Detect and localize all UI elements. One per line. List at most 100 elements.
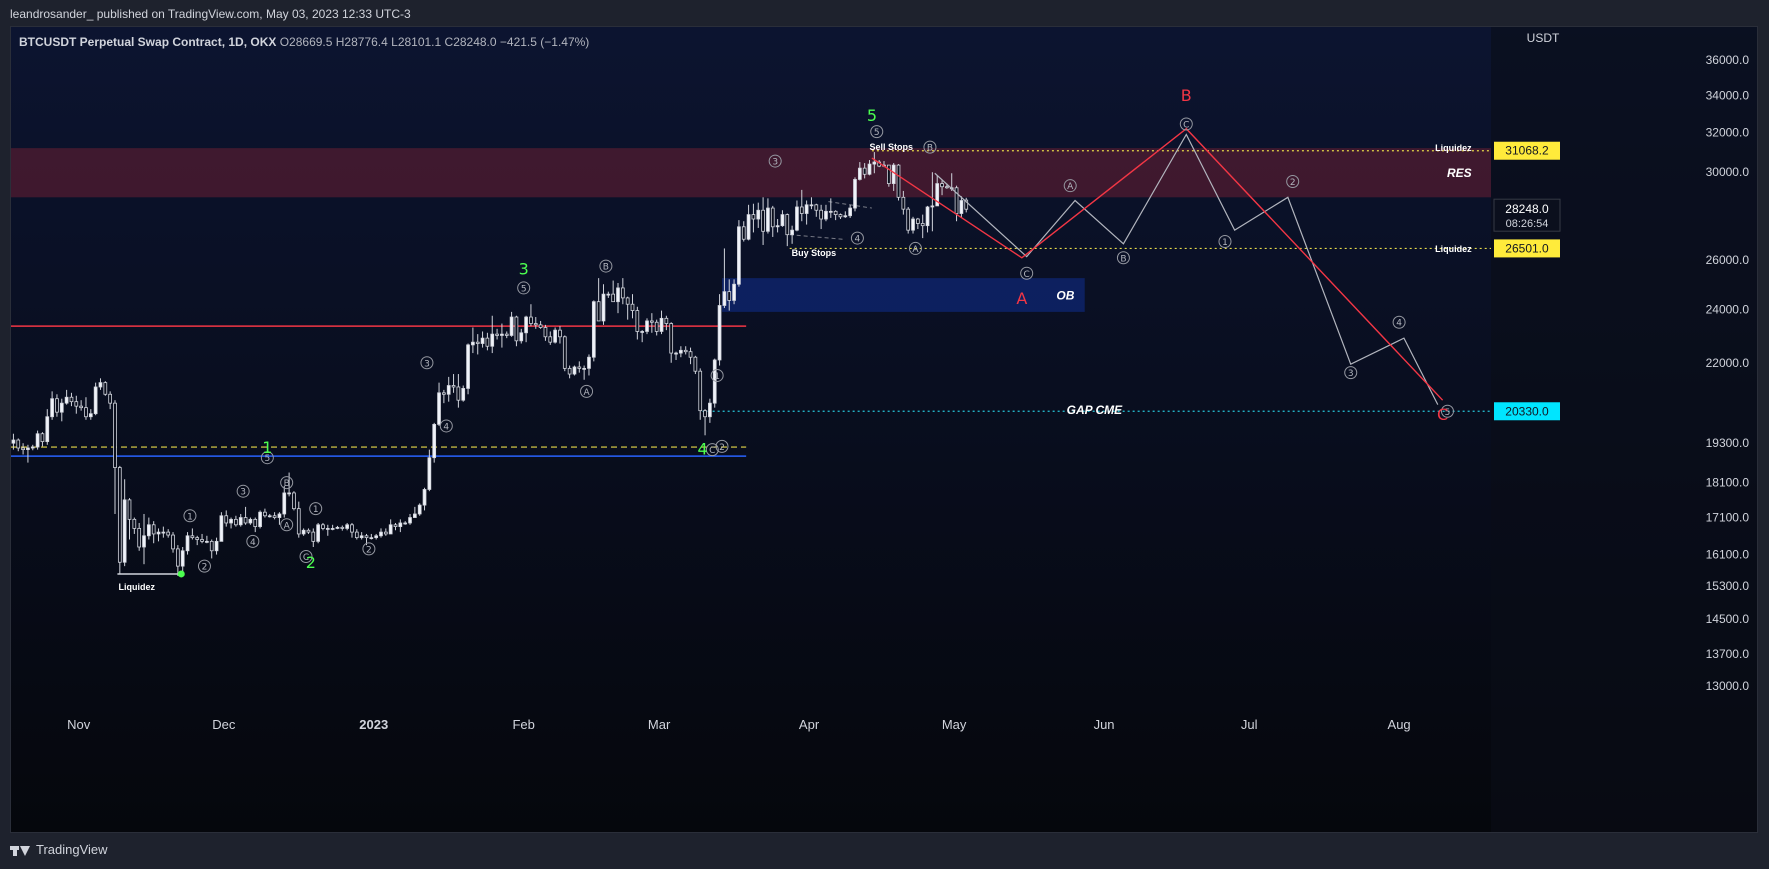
candle-body bbox=[301, 529, 306, 535]
candle-body bbox=[388, 524, 393, 535]
time-tick-label: Apr bbox=[799, 717, 820, 732]
annotation-label: Sell Stops bbox=[870, 142, 914, 152]
candle-body bbox=[480, 337, 485, 344]
annotation-label: Buy Stops bbox=[792, 248, 837, 258]
wave-circle bbox=[362, 542, 376, 556]
candle-body bbox=[819, 209, 823, 220]
price-tick-label: 18100.0 bbox=[1706, 476, 1750, 490]
candle-body bbox=[451, 385, 456, 388]
wave-circle bbox=[715, 439, 729, 453]
candle-body bbox=[219, 515, 224, 542]
last-price-box bbox=[1493, 198, 1561, 232]
candle-body bbox=[514, 316, 519, 342]
candle-body bbox=[74, 401, 79, 407]
wave-circle bbox=[280, 476, 294, 490]
elliott-wave-label: 2 bbox=[306, 553, 316, 572]
candle-body bbox=[35, 433, 40, 448]
candle-body bbox=[538, 324, 543, 328]
candle-body bbox=[833, 210, 838, 216]
bar-countdown-label: 08:26:54 bbox=[1506, 218, 1549, 230]
candle-body bbox=[151, 524, 156, 535]
candle-body bbox=[335, 526, 340, 529]
candle-body bbox=[238, 517, 243, 526]
wave-circle-label: A bbox=[912, 245, 919, 255]
candle-body bbox=[330, 528, 335, 530]
wave-circle bbox=[420, 356, 434, 370]
candle-body bbox=[577, 366, 582, 369]
candle-body bbox=[558, 329, 562, 338]
price-tick-label: 19300.0 bbox=[1706, 436, 1750, 450]
last-price-label: 28248.0 bbox=[1505, 202, 1549, 216]
liquidity-green-dot bbox=[177, 570, 185, 578]
candle-body bbox=[137, 528, 142, 548]
elliott-wave-label: 5 bbox=[867, 106, 877, 125]
candle-body bbox=[200, 539, 204, 542]
price-badge bbox=[1494, 402, 1560, 421]
candle-body bbox=[11, 439, 16, 444]
candle-body bbox=[717, 305, 722, 361]
candle-body bbox=[292, 492, 296, 510]
time-tick-label: Feb bbox=[512, 717, 534, 732]
price-tick-label: 34000.0 bbox=[1706, 88, 1750, 102]
candle-body bbox=[756, 209, 761, 220]
candle-body bbox=[591, 301, 596, 358]
time-tick-label: Dec bbox=[212, 717, 236, 732]
candle-body bbox=[393, 524, 398, 528]
candle-body bbox=[843, 215, 848, 218]
wave-circle-label: 5 bbox=[874, 128, 880, 138]
candle-body bbox=[383, 531, 388, 535]
candle-body bbox=[350, 524, 354, 533]
candle-body bbox=[40, 433, 45, 443]
candle-body bbox=[906, 208, 911, 231]
wave-circle-label: C bbox=[1183, 120, 1189, 130]
candle-body bbox=[253, 518, 258, 528]
price-tick-label: 36000.0 bbox=[1706, 53, 1750, 67]
candle-body bbox=[282, 492, 287, 515]
price-chart[interactable]: 12345BAC12345AB12C345BACABC1234512345ABC… bbox=[11, 27, 1758, 833]
wave-circle-label: 5 bbox=[1445, 408, 1451, 418]
wave-circle-label: 1 bbox=[714, 372, 720, 382]
wave-circle-label: 5 bbox=[264, 454, 270, 464]
wave-circle-label: 4 bbox=[443, 422, 449, 432]
wave-circle bbox=[1392, 315, 1406, 329]
candle-body bbox=[379, 531, 383, 537]
candle-body bbox=[364, 535, 369, 539]
candle-body bbox=[45, 416, 50, 443]
candle-body bbox=[296, 508, 301, 535]
candle-body bbox=[853, 179, 857, 209]
candle-body bbox=[456, 386, 461, 401]
candle-body bbox=[746, 214, 751, 240]
wave-circle bbox=[309, 502, 323, 516]
candle-body bbox=[722, 291, 727, 306]
wave-circle bbox=[923, 140, 937, 154]
candle-body bbox=[519, 332, 524, 342]
wave-circle bbox=[768, 154, 782, 168]
candle-body bbox=[224, 515, 229, 524]
wave-circle bbox=[870, 125, 884, 139]
wave-circle bbox=[1116, 251, 1130, 265]
candle-body bbox=[553, 329, 557, 343]
wave-circle bbox=[280, 518, 294, 532]
wave-circle bbox=[299, 549, 313, 563]
candle-body bbox=[234, 518, 238, 526]
candle-body bbox=[417, 504, 422, 515]
candle-body bbox=[679, 349, 683, 354]
candle-body bbox=[272, 515, 277, 518]
price-badge-label: 31068.2 bbox=[1505, 144, 1549, 158]
candle-body bbox=[824, 210, 828, 220]
publisher-line: leandrosander_ published on TradingView.… bbox=[10, 7, 411, 21]
candle-body bbox=[345, 524, 349, 529]
wave-circle bbox=[710, 368, 724, 382]
candle-body bbox=[122, 499, 127, 563]
candle-body bbox=[263, 511, 267, 517]
wave-circle-label: 2 bbox=[719, 443, 725, 453]
candle-body bbox=[446, 385, 451, 395]
annotation-label: RES bbox=[1447, 166, 1472, 180]
candle-body bbox=[117, 467, 122, 563]
candle-body bbox=[698, 370, 703, 412]
tradingview-logo-icon bbox=[10, 844, 30, 856]
time-tick-label: May bbox=[942, 717, 967, 732]
annotation-label: OB bbox=[1056, 288, 1074, 302]
footer-brand[interactable]: TradingView bbox=[10, 842, 108, 857]
